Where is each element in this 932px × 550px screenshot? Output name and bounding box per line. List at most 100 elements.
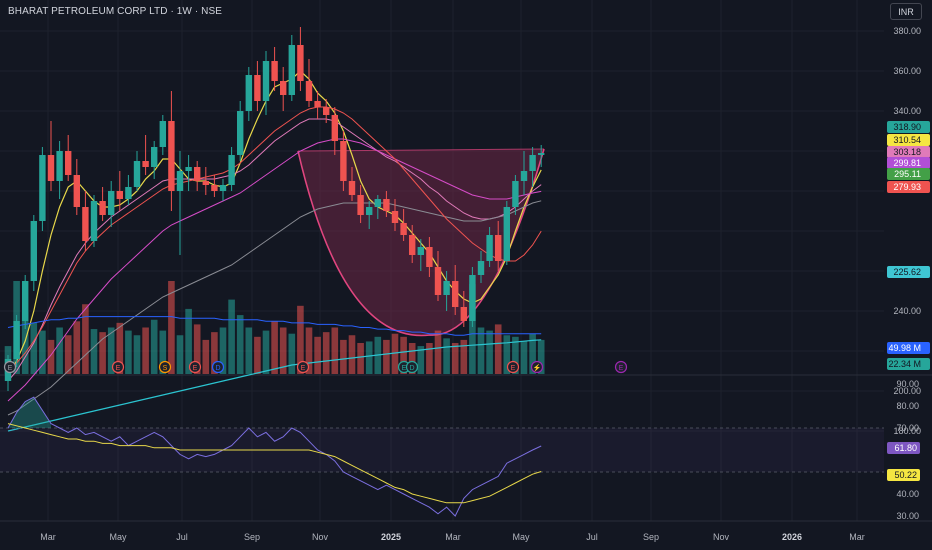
volume-bar <box>297 305 304 374</box>
time-axis-label: May <box>109 532 127 542</box>
price-tick-label: 180.00 <box>893 426 921 436</box>
volume-bar <box>365 341 373 374</box>
event-marker-label: D <box>409 365 414 372</box>
candle-body <box>168 121 175 191</box>
event-marker: D <box>211 360 225 374</box>
candle-body <box>176 171 184 191</box>
price-tick-label: 200.00 <box>893 386 921 396</box>
candle-body <box>314 101 321 107</box>
volume-bar <box>469 284 476 374</box>
event-marker-circle <box>405 360 419 374</box>
price-tag-text: 22.34 M <box>888 359 921 369</box>
candle-body <box>477 261 485 275</box>
time-axis-label: Jul <box>176 532 188 542</box>
price-tag-box <box>887 266 930 278</box>
candle-body <box>65 151 72 175</box>
volume-bar <box>211 332 218 374</box>
price-tag: 295.11 <box>887 168 930 180</box>
candle-body <box>503 207 510 261</box>
price-tag-text: 299.81 <box>893 158 921 168</box>
candle-body <box>340 141 347 181</box>
price-tag: 299.81 <box>887 157 930 169</box>
rsi-tick-label: 40.00 <box>896 489 919 499</box>
volume-bar <box>262 330 270 374</box>
candle-body <box>262 61 270 101</box>
time-axis-label: May <box>512 532 530 542</box>
candle-body <box>348 181 356 195</box>
volume-bar <box>305 327 313 374</box>
candle-body <box>383 199 390 211</box>
event-marker-label: D <box>215 365 220 372</box>
candle-body <box>116 191 123 199</box>
candle-body <box>409 235 416 255</box>
candle-body <box>99 201 106 215</box>
candle-body <box>228 155 235 185</box>
price-tag-text: 310.54 <box>893 135 921 145</box>
event-marker-label: E <box>619 365 624 372</box>
event-marker-circle <box>111 360 125 374</box>
symbol-title[interactable]: BHARAT PETROLEUM CORP LTD · 1W · NSE <box>8 6 223 17</box>
candle-body <box>142 161 149 167</box>
price-tag-box <box>887 181 930 193</box>
price-tag-box <box>887 146 930 158</box>
time-axis-label: Mar <box>849 532 865 542</box>
volume-bar <box>30 322 38 374</box>
candle-body <box>133 161 141 187</box>
candle-body <box>30 221 37 281</box>
currency-button[interactable]: INR <box>890 3 922 20</box>
time-axis-label: Mar <box>445 532 461 542</box>
candle-body <box>185 167 192 171</box>
volume-bar <box>503 335 511 374</box>
ma-line-3 <box>7 200 542 416</box>
volume-bar <box>193 324 201 374</box>
rsi-tag-box <box>887 469 920 481</box>
volume-bar <box>417 346 425 374</box>
price-tag-box <box>887 121 930 133</box>
price-tag: 22.34 M <box>887 358 930 370</box>
volume-bar <box>408 343 416 374</box>
candle-body <box>391 211 399 223</box>
candle-body <box>538 153 545 155</box>
volume-bar <box>322 332 330 374</box>
candle-body <box>529 155 536 171</box>
volume-bar <box>314 336 321 374</box>
candle-body <box>460 307 467 321</box>
time-axis-label: Nov <box>312 532 329 542</box>
rsi-tick-label: 30.00 <box>896 511 919 521</box>
rsi-tag: 61.80 <box>887 442 920 454</box>
volume-bar <box>537 339 545 374</box>
volume-bar <box>357 343 364 374</box>
time-axis-label: Sep <box>244 532 260 542</box>
candle-body <box>400 223 407 235</box>
volume-bar <box>176 335 184 374</box>
rsi-tag-box <box>887 442 920 454</box>
candle-body <box>357 195 364 215</box>
candle-body <box>39 155 46 221</box>
rsi-tick-label: 90.00 <box>896 379 919 389</box>
volume-bar <box>477 327 485 374</box>
price-tag-box <box>887 157 930 169</box>
rsi-tag-text: 61.80 <box>894 443 917 453</box>
event-marker-circle <box>296 360 310 374</box>
rsi-band <box>0 428 884 472</box>
candle-body <box>245 75 252 111</box>
volume-bar <box>254 336 261 374</box>
volume-bar <box>142 327 149 374</box>
price-tick-label: 340.00 <box>893 106 921 116</box>
volume-bar <box>340 339 347 374</box>
volume-bar <box>133 335 141 374</box>
volume-bar <box>391 333 399 374</box>
candle-body <box>159 121 166 147</box>
volume-bar <box>245 327 253 374</box>
candles <box>4 27 545 391</box>
candle-body <box>254 75 261 101</box>
volume-bar <box>150 319 158 374</box>
price-tag-text: 303.18 <box>893 147 921 157</box>
rsi-tag-text: 50.22 <box>894 470 917 480</box>
volume-bar <box>512 336 519 374</box>
volume-bar <box>486 330 493 374</box>
volume-bar <box>219 327 227 374</box>
candle-body <box>47 155 55 181</box>
price-tag: 279.93 <box>887 181 930 193</box>
